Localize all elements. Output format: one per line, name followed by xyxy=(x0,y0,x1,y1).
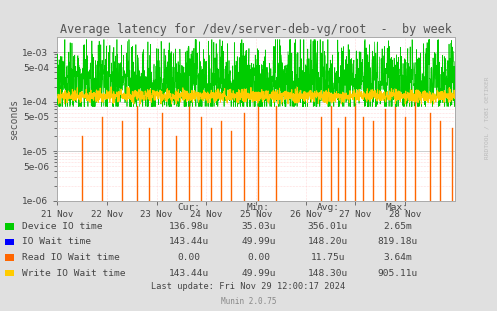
Text: Read IO Wait time: Read IO Wait time xyxy=(22,253,120,262)
Text: 35.03u: 35.03u xyxy=(241,222,276,231)
Text: Last update: Fri Nov 29 12:00:17 2024: Last update: Fri Nov 29 12:00:17 2024 xyxy=(152,281,345,290)
Text: Min:: Min: xyxy=(247,203,270,212)
Title: Average latency for /dev/server-deb-vg/root  -  by week: Average latency for /dev/server-deb-vg/r… xyxy=(60,23,452,36)
Text: 0.00: 0.00 xyxy=(247,253,270,262)
Text: 11.75u: 11.75u xyxy=(311,253,345,262)
Y-axis label: seconds: seconds xyxy=(9,98,19,140)
Text: Munin 2.0.75: Munin 2.0.75 xyxy=(221,297,276,306)
Text: 2.65m: 2.65m xyxy=(383,222,412,231)
Text: IO Wait time: IO Wait time xyxy=(22,238,91,246)
Text: 905.11u: 905.11u xyxy=(378,269,417,277)
Text: 143.44u: 143.44u xyxy=(169,238,209,246)
Text: Cur:: Cur: xyxy=(177,203,200,212)
Text: Write IO Wait time: Write IO Wait time xyxy=(22,269,126,277)
Text: 136.98u: 136.98u xyxy=(169,222,209,231)
Text: 49.99u: 49.99u xyxy=(241,269,276,277)
Text: 0.00: 0.00 xyxy=(177,253,200,262)
Text: 148.30u: 148.30u xyxy=(308,269,348,277)
Text: 49.99u: 49.99u xyxy=(241,238,276,246)
Text: 143.44u: 143.44u xyxy=(169,269,209,277)
Text: Max:: Max: xyxy=(386,203,409,212)
Text: Device IO time: Device IO time xyxy=(22,222,103,231)
Text: 3.64m: 3.64m xyxy=(383,253,412,262)
Text: RRDTOOL / TOBI OETIKER: RRDTOOL / TOBI OETIKER xyxy=(485,77,490,160)
Text: 819.18u: 819.18u xyxy=(378,238,417,246)
Text: 148.20u: 148.20u xyxy=(308,238,348,246)
Text: Avg:: Avg: xyxy=(317,203,339,212)
Text: 356.01u: 356.01u xyxy=(308,222,348,231)
